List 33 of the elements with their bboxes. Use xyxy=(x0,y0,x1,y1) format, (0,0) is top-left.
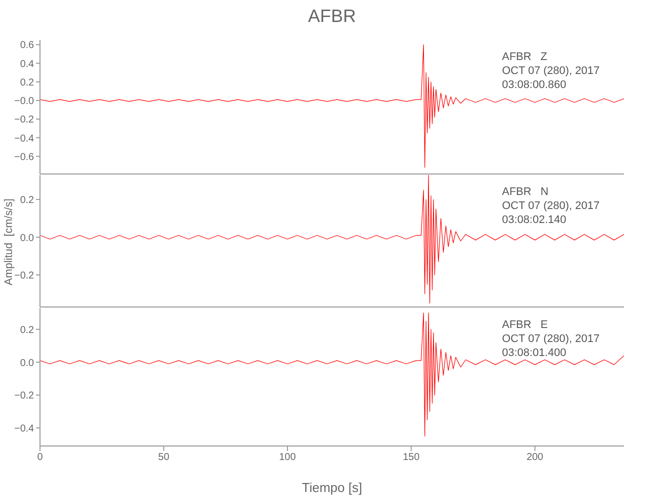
annotation: AFBR Z xyxy=(502,50,548,64)
annotation: 03:08:02.140 xyxy=(502,213,568,227)
x-tick-label: 200 xyxy=(526,452,544,464)
annotation: 03:08:00.860 xyxy=(502,78,568,92)
y-tick-label: −0.4 xyxy=(14,423,34,434)
annotation: OCT 07 (280), 2017 xyxy=(502,332,600,346)
x-axis-title: Tiempo [s] xyxy=(302,480,362,495)
chart-title: AFBR xyxy=(306,6,357,27)
x-tick-label: 0 xyxy=(37,452,44,464)
y-tick-label: −0.0 xyxy=(14,96,34,108)
annotation: AFBR N xyxy=(502,185,550,199)
x-tick-label: 100 xyxy=(279,452,296,464)
y-tick-label: 0.4 xyxy=(20,58,34,70)
y-tick-label: −0.2 xyxy=(14,270,34,282)
annotation: 03:08:01.400 xyxy=(502,346,568,360)
x-tick-label: 150 xyxy=(402,452,420,464)
annotation: OCT 07 (280), 2017 xyxy=(502,199,600,213)
line-series xyxy=(40,312,624,436)
x-tick-label: 50 xyxy=(158,452,170,464)
y-tick-label: −0.6 xyxy=(14,152,34,163)
y-tick-label: −0.2 xyxy=(14,390,34,402)
y-tick-label: 0.0 xyxy=(20,358,34,369)
annotation: AFBR E xyxy=(502,318,549,332)
y-tick-label: 0.6 xyxy=(20,40,34,52)
y-axis-title: Amplitud [cm/s/s] xyxy=(3,198,15,285)
y-tick-label: 0.2 xyxy=(20,77,34,88)
y-tick-label: −0.4 xyxy=(14,133,34,144)
annotation: OCT 07 (280), 2017 xyxy=(502,64,600,78)
y-tick-label: 0.2 xyxy=(20,324,34,336)
line-series xyxy=(40,44,624,168)
y-tick-label: 0.2 xyxy=(20,195,34,206)
y-tick-label: −0.2 xyxy=(14,114,34,126)
y-tick-label: 0.0 xyxy=(20,232,34,244)
